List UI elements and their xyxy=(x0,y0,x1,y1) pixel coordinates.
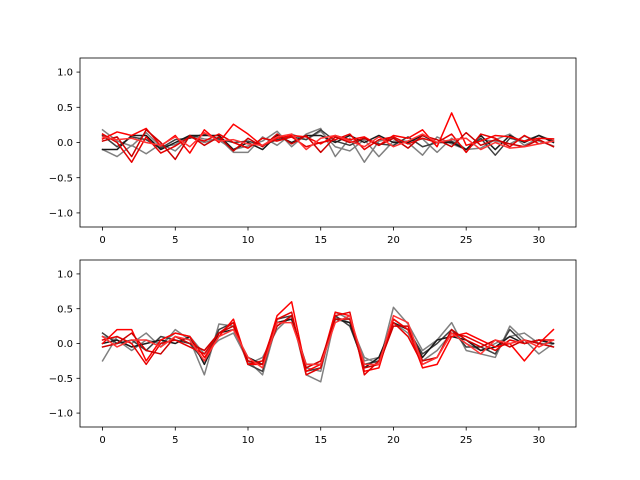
series-group xyxy=(101,301,555,383)
x-tick-label: 30 xyxy=(533,235,546,246)
y-tick-label: 0.0 xyxy=(57,339,73,350)
series-line-7 xyxy=(101,129,555,161)
y-tick-label: 0.5 xyxy=(57,304,73,315)
y-tick-label: 1.0 xyxy=(57,270,73,281)
y-tick-label: 0.0 xyxy=(57,138,73,149)
x-tick-label: 30 xyxy=(533,435,546,446)
x-tick-label: 25 xyxy=(460,235,473,246)
x-tick-label: 5 xyxy=(172,435,178,446)
x-tick-label: 20 xyxy=(387,435,400,446)
x-tick-label: 15 xyxy=(314,235,327,246)
series-line-8 xyxy=(101,314,555,369)
bottom-line-chart: 0 5 10 15 20 25 30 1.0 0.5 0.0 −0.5 −1.0 xyxy=(49,259,577,446)
y-tick-label: −0.5 xyxy=(49,173,73,184)
x-tick-label: 10 xyxy=(242,435,255,446)
x-tick-label: 15 xyxy=(314,435,327,446)
x-tick-label: 0 xyxy=(99,235,105,246)
top-line-chart: 0 5 10 15 20 25 30 1.0 0.5 0.0 −0.5 −1.0 xyxy=(49,57,577,246)
x-tick-label: 0 xyxy=(99,435,105,446)
x-tick-label: 10 xyxy=(242,235,255,246)
y-tick-label: 0.5 xyxy=(57,103,73,114)
x-tick-label: 20 xyxy=(387,235,400,246)
y-tick-label: −0.5 xyxy=(49,374,73,385)
series-line-1 xyxy=(101,306,555,383)
series-group xyxy=(101,112,555,163)
y-tick-label: −1.0 xyxy=(49,409,73,420)
series-line-8 xyxy=(101,131,555,151)
y-tick-label: 1.0 xyxy=(57,68,73,79)
x-tick-label: 5 xyxy=(172,235,178,246)
series-line-6 xyxy=(101,133,555,163)
x-tick-label: 25 xyxy=(460,435,473,446)
y-tick-label: −1.0 xyxy=(49,209,73,220)
